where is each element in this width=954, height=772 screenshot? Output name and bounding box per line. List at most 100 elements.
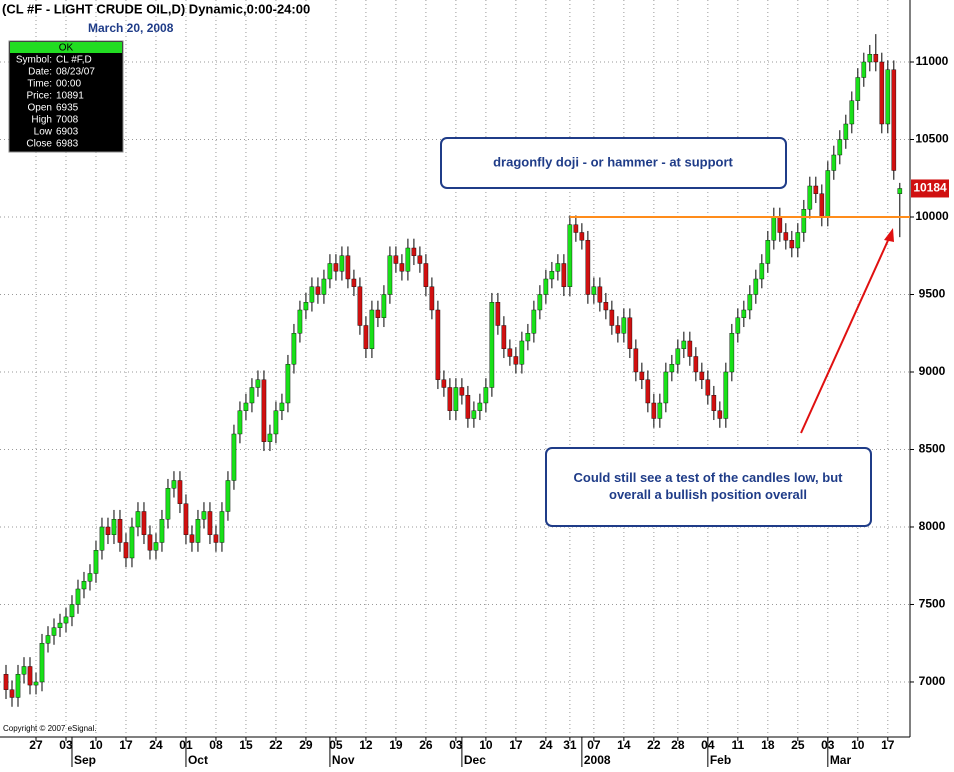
candle-body [399, 263, 405, 272]
annotation-1 [440, 137, 787, 189]
x-tick-label: 29 [299, 738, 313, 752]
candle-body [99, 526, 105, 551]
candle-body [189, 534, 195, 543]
candle-body [873, 54, 879, 63]
month-label: Mar [830, 753, 852, 767]
candle-body [885, 69, 891, 125]
candle-body [867, 54, 873, 63]
chart-subtitle: March 20, 2008 [88, 21, 174, 35]
info-value: 6935 [56, 103, 79, 114]
candle-body [675, 348, 681, 365]
last-price-box [911, 179, 949, 198]
chart-title: (CL #F - LIGHT CRUDE OIL,D) Dynamic,0:00… [2, 1, 310, 16]
candle-body [279, 402, 285, 411]
candle-body [369, 309, 375, 349]
candle-body [303, 302, 309, 311]
info-value: 10891 [56, 91, 84, 102]
x-tick-label: 05 [329, 738, 343, 752]
annotation-text: Could still see a test of the candles lo… [574, 470, 844, 485]
x-tick-label: 10 [89, 738, 103, 752]
candle-body [441, 379, 447, 388]
info-value: 6903 [56, 127, 79, 138]
candle-body [261, 379, 267, 442]
info-label: Close [26, 139, 52, 150]
info-label: Symbol: [16, 55, 52, 66]
candle-body [159, 519, 165, 543]
candle-body [537, 294, 543, 311]
candle-body [681, 340, 687, 349]
candle-body [429, 286, 435, 311]
info-label: High [31, 115, 52, 126]
x-tick-label: 15 [239, 738, 253, 752]
x-tick-label: 01 [179, 738, 193, 752]
x-tick-label: 31 [563, 738, 577, 752]
candle-body [9, 689, 15, 698]
info-value: 7008 [56, 115, 79, 126]
candle-body [333, 263, 339, 272]
info-label: Open [28, 103, 52, 114]
x-tick-label: 10 [479, 738, 493, 752]
candle-body [117, 519, 123, 543]
candle-body [897, 188, 903, 194]
x-tick-label: 03 [59, 738, 73, 752]
candle-body [501, 325, 507, 349]
candle-body [471, 410, 477, 419]
candle-body [69, 604, 75, 618]
candle-body [285, 364, 291, 404]
candle-body [615, 325, 621, 334]
candle-body [843, 123, 849, 140]
candle-body [225, 480, 231, 512]
x-tick-label: 17 [119, 738, 133, 752]
candle-body [489, 302, 495, 388]
candle-body [477, 402, 483, 411]
candle-body [75, 588, 81, 605]
candle-body [609, 309, 615, 326]
candle-body [453, 387, 459, 411]
x-tick-label: 10 [851, 738, 865, 752]
y-tick-label: 8000 [919, 519, 946, 533]
info-rows: Symbol: CL #F,D Date: 08/23/07 Time: 00:00 Pri… [16, 55, 95, 150]
month-label: 2008 [584, 753, 611, 767]
candle-body [753, 278, 759, 295]
x-tick-label: 25 [791, 738, 805, 752]
candle-body [105, 526, 111, 535]
candle-body [345, 255, 351, 280]
candle-body [531, 309, 537, 334]
month-label: Sep [74, 753, 96, 767]
x-tick-label: 22 [269, 738, 283, 752]
candle-body [447, 387, 453, 411]
y-tick-label: 8500 [919, 442, 946, 456]
candle-body [831, 154, 837, 171]
candle-body [255, 379, 261, 388]
y-tick-label: 9000 [919, 364, 946, 378]
candle-body [207, 511, 213, 535]
candle-body [891, 69, 897, 171]
candle-body [543, 278, 549, 295]
candle-body [129, 526, 135, 559]
candle-body [339, 255, 345, 272]
candle-body [405, 247, 411, 272]
candle-body [195, 519, 201, 543]
x-tick-label: 03 [449, 738, 463, 752]
candle-body [273, 410, 279, 435]
candle-body [249, 387, 255, 404]
candle-body [267, 433, 273, 442]
candle-body [711, 395, 717, 411]
x-tick-label: 17 [881, 738, 895, 752]
grid [0, 0, 914, 767]
candle-body [237, 410, 243, 435]
candle-body [723, 371, 729, 419]
y-tick-label: 10000 [915, 209, 949, 223]
candle-body [585, 240, 591, 295]
candle-body [423, 263, 429, 287]
x-tick-label: 22 [647, 738, 661, 752]
candle-body [45, 635, 51, 644]
candle-body [669, 364, 675, 373]
candle-body [351, 278, 357, 287]
x-tick-label: 11 [731, 738, 744, 752]
candle-body [783, 232, 789, 241]
info-value: 08/23/07 [56, 67, 95, 78]
candle-body [633, 348, 639, 373]
candle-body [165, 488, 171, 520]
candle-body [693, 356, 699, 373]
